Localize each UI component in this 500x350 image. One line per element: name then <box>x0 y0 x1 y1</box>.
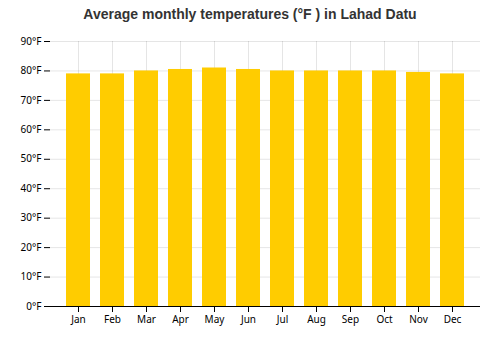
svg-text:Feb: Feb <box>104 312 121 326</box>
svg-text:Oct: Oct <box>376 312 393 326</box>
svg-text:Apr: Apr <box>172 312 189 326</box>
svg-text:Nov: Nov <box>409 312 428 326</box>
svg-text:Mar: Mar <box>137 312 156 326</box>
svg-text:80°F: 80°F <box>21 63 42 77</box>
svg-text:60°F: 60°F <box>21 122 42 136</box>
svg-text:Jun: Jun <box>240 312 256 326</box>
svg-text:0°F: 0°F <box>26 299 41 313</box>
svg-text:20°F: 20°F <box>21 240 42 254</box>
svg-text:Jan: Jan <box>70 312 86 326</box>
svg-text:Dec: Dec <box>444 312 462 326</box>
svg-text:50°F: 50°F <box>21 151 42 165</box>
svg-text:Aug: Aug <box>307 312 326 326</box>
svg-text:40°F: 40°F <box>21 181 42 195</box>
svg-text:Sep: Sep <box>342 312 359 326</box>
html-text:Average monthly temperatures (: Average monthly temperatures (°F ) in La… <box>83 6 417 22</box>
svg-text:10°F: 10°F <box>21 269 42 283</box>
svg-text:Jul: Jul <box>276 312 289 326</box>
svg-text:30°F: 30°F <box>21 210 42 224</box>
svg-text:May: May <box>205 312 226 326</box>
svg-text:70°F: 70°F <box>21 93 42 107</box>
svg-text:90°F: 90°F <box>21 34 42 48</box>
